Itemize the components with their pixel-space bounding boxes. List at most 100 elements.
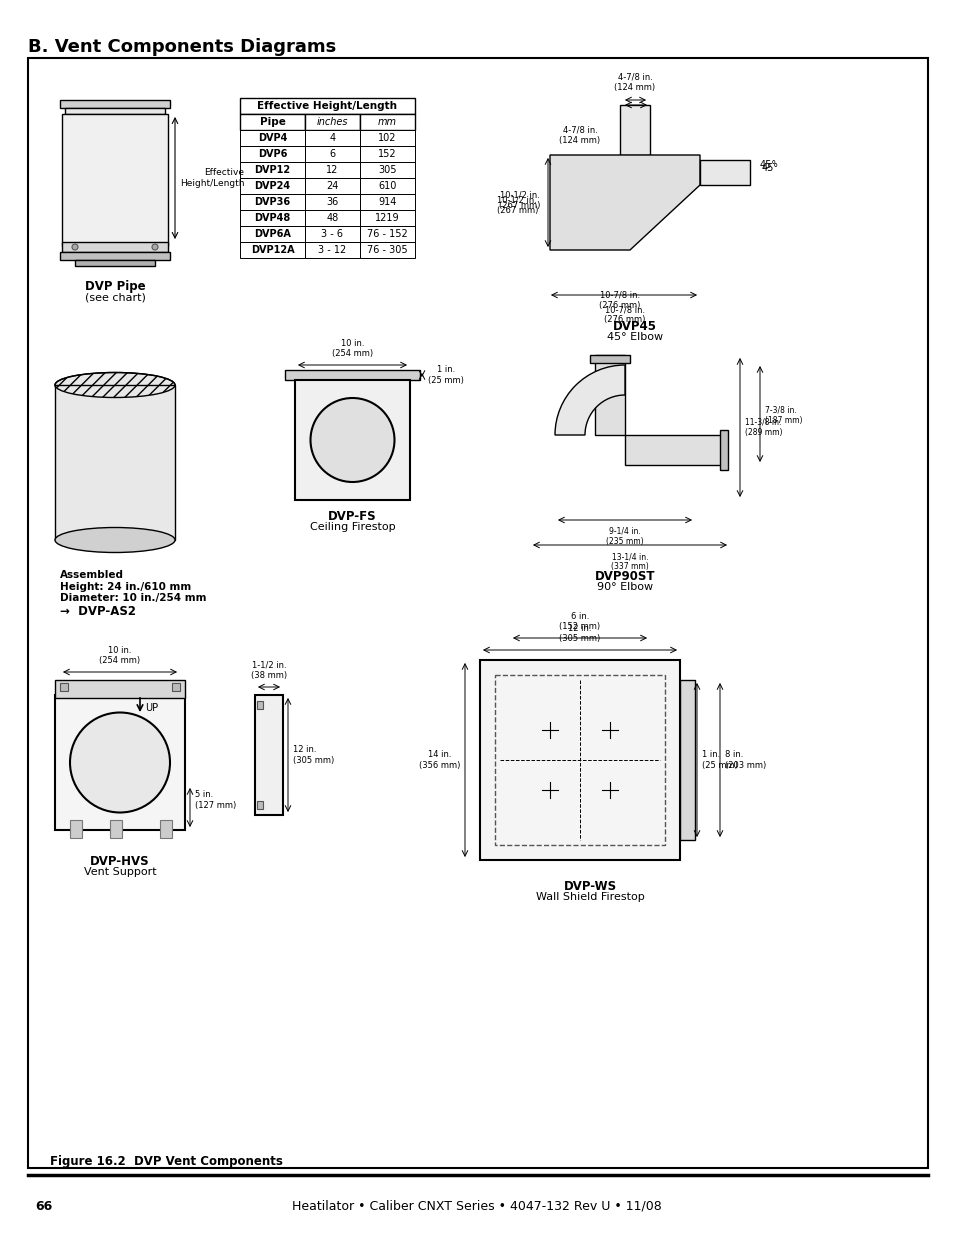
- Bar: [28, 58, 927, 1168]
- Bar: [305, 242, 359, 258]
- Bar: [240, 194, 305, 210]
- Bar: [595, 354, 624, 435]
- Text: 4-7/8 in.
(124 mm): 4-7/8 in. (124 mm): [614, 73, 655, 91]
- Text: DVP6: DVP6: [257, 149, 287, 159]
- Bar: [240, 162, 305, 178]
- Text: 10 in.
(254 mm): 10 in. (254 mm): [99, 646, 140, 664]
- Text: DVP-FS: DVP-FS: [328, 510, 376, 522]
- Text: 1-1/2 in.
(38 mm): 1-1/2 in. (38 mm): [251, 661, 287, 680]
- Text: 10-7/8 in.
(276 mm): 10-7/8 in. (276 mm): [603, 305, 645, 325]
- Bar: [65, 107, 165, 114]
- Text: 914: 914: [378, 198, 396, 207]
- Text: 14 in.
(356 mm): 14 in. (356 mm): [418, 751, 459, 769]
- Bar: [359, 146, 415, 162]
- Bar: [589, 354, 629, 363]
- Bar: [240, 114, 305, 130]
- Text: mm: mm: [377, 117, 396, 127]
- Bar: [240, 242, 305, 258]
- Text: 102: 102: [377, 133, 396, 143]
- Bar: [305, 114, 359, 130]
- Bar: [305, 210, 359, 226]
- Text: DVP12A: DVP12A: [251, 245, 294, 254]
- Text: 7-3/8 in.
(187 mm): 7-3/8 in. (187 mm): [764, 405, 801, 425]
- Bar: [240, 98, 415, 114]
- Bar: [160, 820, 172, 839]
- Bar: [305, 146, 359, 162]
- Text: DVP4: DVP4: [257, 133, 287, 143]
- Text: 12 in.
(305 mm): 12 in. (305 mm): [293, 745, 334, 764]
- Text: inches: inches: [316, 117, 348, 127]
- Bar: [254, 695, 283, 815]
- Wedge shape: [555, 366, 624, 435]
- Text: Heatilator • Caliber CNXT Series • 4047-132 Rev U • 11/08: Heatilator • Caliber CNXT Series • 4047-…: [292, 1200, 661, 1213]
- Bar: [495, 676, 664, 845]
- Bar: [285, 370, 419, 380]
- Bar: [62, 242, 168, 252]
- Text: Effective
Height/Length: Effective Height/Length: [180, 168, 244, 188]
- Text: 24: 24: [326, 182, 338, 191]
- Text: 3 - 12: 3 - 12: [318, 245, 346, 254]
- Text: →  DVP-AS2: → DVP-AS2: [60, 605, 136, 618]
- Text: 5 in.
(127 mm): 5 in. (127 mm): [194, 790, 236, 810]
- Text: 11-3/8 in.
(289 mm): 11-3/8 in. (289 mm): [744, 417, 781, 437]
- Bar: [172, 683, 180, 692]
- Bar: [70, 820, 82, 839]
- Bar: [240, 210, 305, 226]
- Text: 610: 610: [378, 182, 396, 191]
- Text: 10-1/2 in.
(267 mm): 10-1/2 in. (267 mm): [497, 195, 537, 215]
- Text: 45°: 45°: [761, 163, 779, 173]
- Text: 152: 152: [377, 149, 396, 159]
- Text: DVP Pipe: DVP Pipe: [85, 280, 145, 293]
- Bar: [359, 194, 415, 210]
- Text: B. Vent Components Diagrams: B. Vent Components Diagrams: [28, 38, 335, 56]
- Text: 90° Elbow: 90° Elbow: [597, 582, 653, 592]
- Bar: [359, 210, 415, 226]
- Bar: [294, 380, 410, 500]
- Text: 12: 12: [326, 165, 338, 175]
- Text: Assembled
Height: 24 in./610 mm
Diameter: 10 in./254 mm: Assembled Height: 24 in./610 mm Diameter…: [60, 571, 206, 603]
- Bar: [479, 659, 679, 860]
- Text: 76 - 305: 76 - 305: [367, 245, 407, 254]
- Bar: [359, 162, 415, 178]
- Text: 3 - 6: 3 - 6: [321, 228, 343, 240]
- Bar: [305, 178, 359, 194]
- Text: 10-1/2 in.
(267 mm): 10-1/2 in. (267 mm): [498, 190, 540, 210]
- Bar: [305, 130, 359, 146]
- Text: 9-1/4 in.
(235 mm): 9-1/4 in. (235 mm): [605, 527, 643, 546]
- Bar: [619, 105, 649, 156]
- Text: Figure 16.2  DVP Vent Components: Figure 16.2 DVP Vent Components: [50, 1155, 283, 1168]
- Bar: [359, 226, 415, 242]
- Text: 10 in.
(254 mm): 10 in. (254 mm): [332, 338, 373, 358]
- Text: DVP48: DVP48: [254, 212, 291, 224]
- Bar: [305, 162, 359, 178]
- Bar: [359, 114, 415, 130]
- Text: 45°: 45°: [760, 161, 777, 170]
- Text: 66: 66: [35, 1200, 52, 1213]
- Text: 6 in.
(152 mm): 6 in. (152 mm): [558, 611, 600, 631]
- Bar: [305, 226, 359, 242]
- Ellipse shape: [55, 373, 174, 398]
- Text: 4: 4: [329, 133, 335, 143]
- Bar: [700, 161, 749, 185]
- Text: UP: UP: [145, 703, 158, 713]
- Text: Vent Support: Vent Support: [84, 867, 156, 877]
- Text: 4-7/8 in.
(124 mm): 4-7/8 in. (124 mm): [558, 125, 600, 144]
- Bar: [240, 130, 305, 146]
- Text: Pipe: Pipe: [259, 117, 285, 127]
- Text: DVP-HVS: DVP-HVS: [91, 855, 150, 868]
- Bar: [720, 430, 727, 471]
- Bar: [55, 695, 185, 830]
- Bar: [75, 261, 154, 266]
- Bar: [256, 802, 263, 809]
- Circle shape: [152, 245, 158, 249]
- Polygon shape: [550, 156, 700, 249]
- Bar: [624, 435, 724, 466]
- Text: DVP6A: DVP6A: [253, 228, 291, 240]
- Text: 12 in.
(305 mm): 12 in. (305 mm): [558, 624, 600, 643]
- Text: DVP12: DVP12: [254, 165, 291, 175]
- Text: DVP45: DVP45: [613, 320, 657, 333]
- Text: DVP90ST: DVP90ST: [594, 571, 655, 583]
- Bar: [60, 683, 68, 692]
- Text: 45° Elbow: 45° Elbow: [606, 332, 662, 342]
- Bar: [55, 680, 185, 698]
